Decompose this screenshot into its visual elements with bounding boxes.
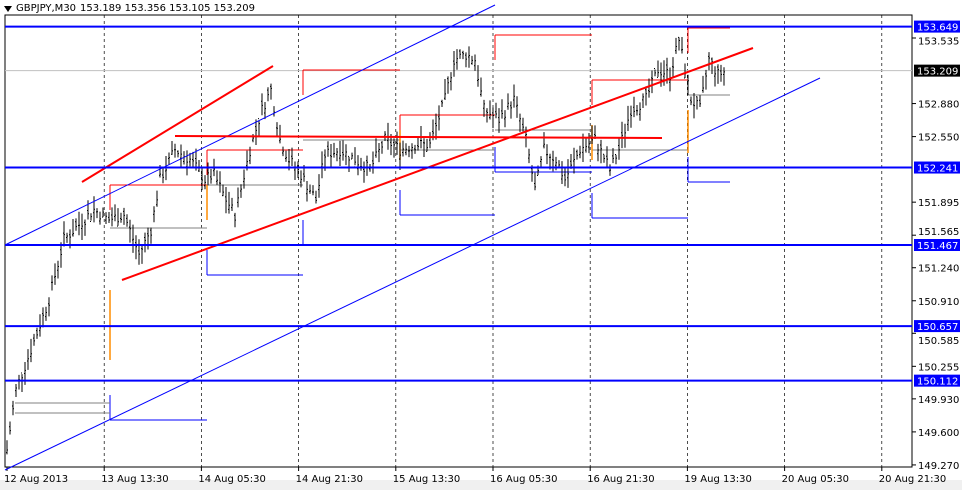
level-price-label: 150.112: [917, 377, 958, 388]
current-price-label: 153.209: [917, 67, 958, 78]
y-tick-label: 151.240: [918, 264, 959, 275]
trend-line-upper: [81, 65, 274, 183]
ohlc-readout: 153.189 153.356 153.105 153.209: [80, 3, 255, 14]
level-price-label: 153.649: [917, 23, 958, 34]
y-tick-label: 153.535: [918, 37, 959, 48]
channel-lower-line: [4, 77, 821, 471]
y-tick-label: 149.930: [918, 395, 959, 406]
y-tick-label: 152.880: [918, 100, 959, 111]
x-tick-label: 14 Aug 05:30: [198, 474, 265, 485]
x-tick-label: 20 Aug 05:30: [782, 474, 849, 485]
plot-area: [4, 14, 913, 468]
y-tick-label: 150.255: [918, 362, 959, 373]
level-price-badge: [914, 320, 960, 333]
y-tick-label: 151.565: [918, 227, 959, 238]
y-tick-label: 152.550: [918, 133, 959, 144]
y-tick-label: 149.270: [918, 461, 959, 472]
current-price-badge: [914, 64, 960, 77]
level-price-badge: [914, 20, 960, 33]
level-price-label: 152.241: [917, 164, 958, 175]
level-price-label: 151.467: [917, 241, 958, 252]
dropdown-triangle-icon: [4, 5, 12, 12]
status-strip: [0, 480, 962, 490]
level-price-label: 150.657: [917, 322, 958, 333]
level-price-badge: [914, 239, 960, 252]
symbol-timeframe: GBPJPY,M30: [16, 3, 77, 14]
x-tick-label: 20 Aug 21:30: [879, 474, 946, 485]
level-price-badge: [914, 374, 960, 387]
x-tick-label: 16 Aug 21:30: [587, 474, 654, 485]
trend-line-lower: [121, 47, 754, 281]
x-tick-label: 14 Aug 21:30: [296, 474, 363, 485]
x-tick-label: 12 Aug 2013: [4, 474, 68, 485]
chart-title: GBPJPY,M30 153.189 153.356 153.105 153.2…: [4, 3, 255, 14]
x-tick-label: 13 Aug 13:30: [101, 474, 168, 485]
y-tick-label: 150.910: [918, 297, 959, 308]
y-tick-label: 149.600: [918, 428, 959, 439]
horizontal-resistance-line: [174, 135, 663, 139]
x-tick-label: 15 Aug 13:30: [393, 474, 460, 485]
channel-upper-line: [4, 4, 496, 246]
x-tick-label: 16 Aug 05:30: [490, 474, 557, 485]
y-tick-label: 150.585: [918, 336, 959, 347]
level-price-badge: [914, 161, 960, 174]
y-tick-label: 151.895: [918, 198, 959, 209]
x-tick-label: 19 Aug 13:30: [684, 474, 751, 485]
